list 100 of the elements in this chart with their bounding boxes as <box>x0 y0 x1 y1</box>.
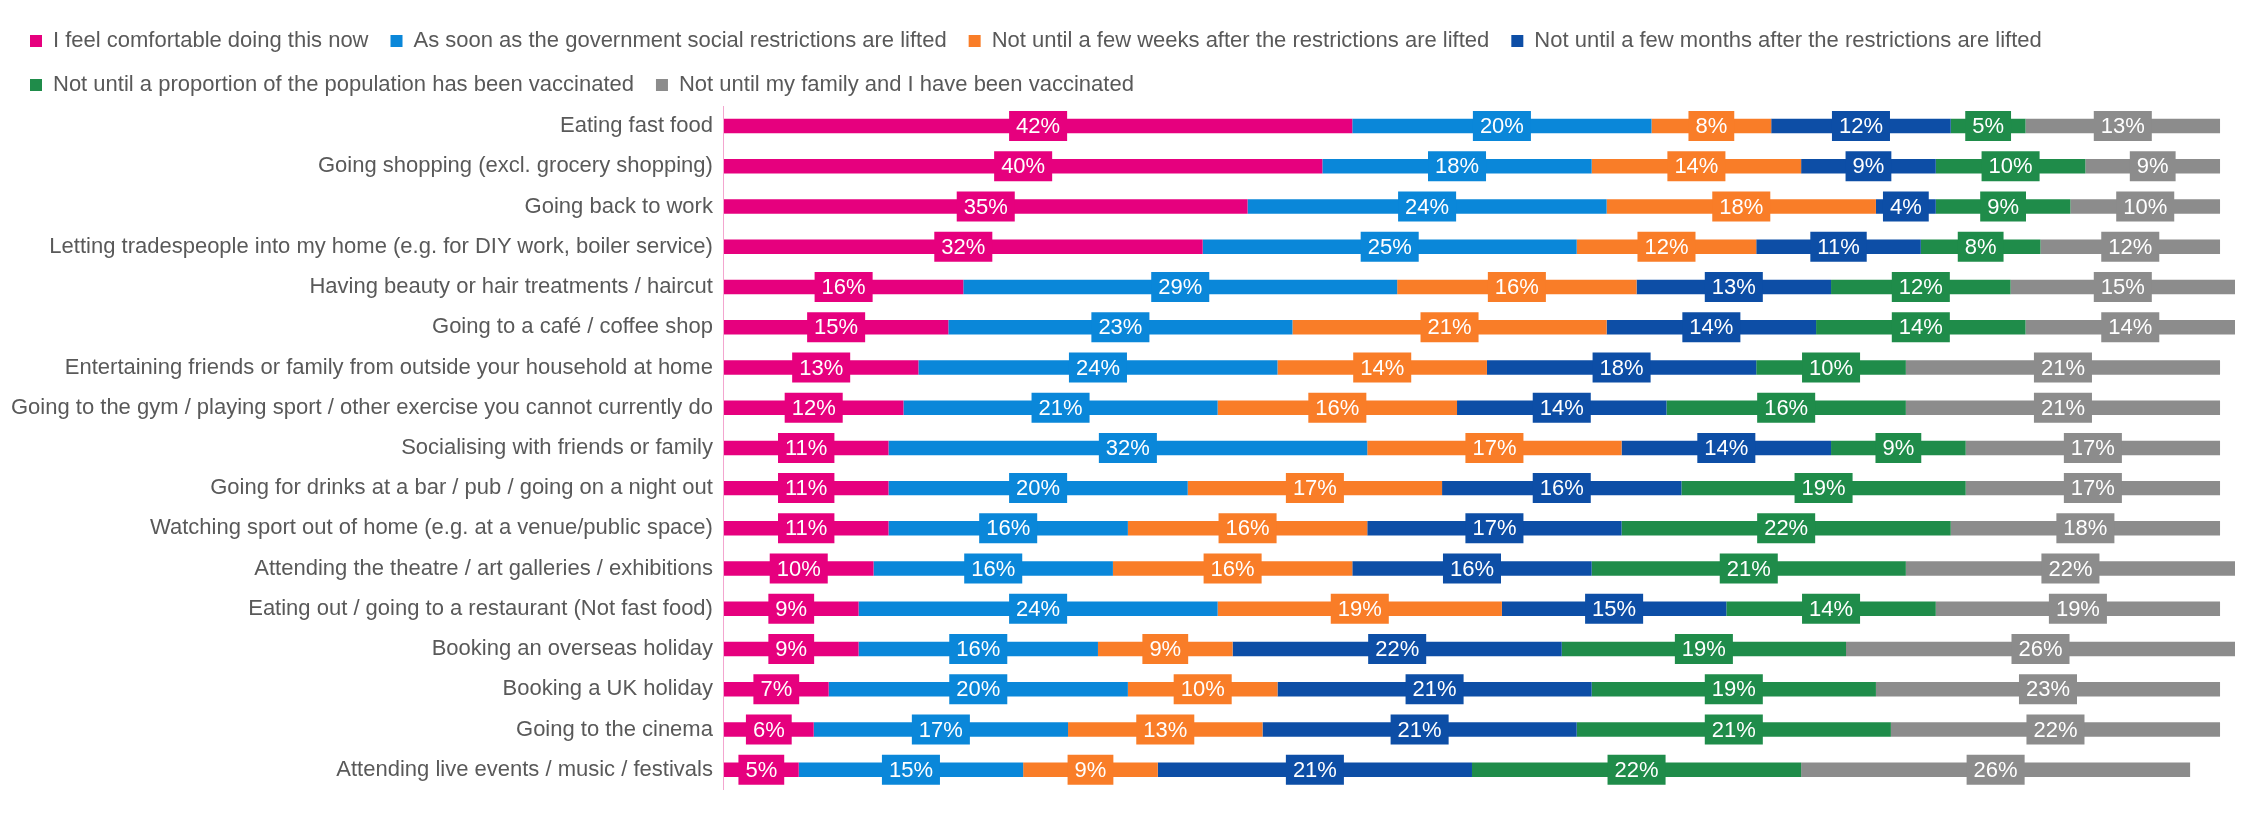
data-label: 21% <box>1397 716 1442 742</box>
data-label: 21% <box>1292 756 1337 782</box>
data-label: 15% <box>2100 274 2145 300</box>
data-label: 32% <box>1105 434 1150 460</box>
legend-label: Not until my family and I have been vaccinated <box>678 71 1134 97</box>
data-label: 20% <box>956 676 1001 702</box>
data-label: 9% <box>1882 434 1915 460</box>
data-label: 26% <box>2018 636 2063 662</box>
data-label: 11% <box>785 434 828 460</box>
y-tick-label: Attending live events / music / festivals <box>336 755 713 781</box>
data-label: 17% <box>918 716 963 742</box>
data-label: 16% <box>956 636 1001 662</box>
data-label: 13% <box>799 354 844 380</box>
data-label: 19% <box>1801 475 1846 501</box>
data-label: 21% <box>1427 314 1472 340</box>
data-label: 16% <box>1494 274 1539 300</box>
data-label: 8% <box>1964 233 1997 259</box>
data-label: 21% <box>2040 394 2085 420</box>
data-label: 13% <box>1143 716 1188 742</box>
data-label: 15% <box>1592 595 1637 621</box>
y-tick-label: Eating out / going to a restaurant (Not fast food) <box>248 594 713 620</box>
data-label: 9% <box>775 636 808 662</box>
data-label: 24% <box>1075 354 1120 380</box>
y-tick-label: Going shopping (excl. grocery shopping) <box>317 152 713 178</box>
data-label: 19% <box>1681 636 1726 662</box>
y-tick-label: Having beauty or hair treatments / haircut <box>309 273 713 299</box>
data-label: 9% <box>1074 756 1107 782</box>
data-label: 10% <box>776 555 821 581</box>
data-label: 40% <box>1001 153 1046 179</box>
data-label: 23% <box>1098 314 1143 340</box>
data-label: 16% <box>1539 475 1584 501</box>
data-label: 14% <box>1689 314 1734 340</box>
legend-label: As soon as the government social restrictions are lifted <box>413 27 947 53</box>
data-label: 16% <box>971 555 1016 581</box>
data-label: 12% <box>1644 233 1689 259</box>
data-label: 7% <box>760 676 793 702</box>
data-label: 14% <box>1809 595 1854 621</box>
data-label: 16% <box>1764 394 1809 420</box>
data-label: 10% <box>1988 153 2033 179</box>
data-label: 21% <box>1038 394 1083 420</box>
data-label: 24% <box>1016 595 1061 621</box>
data-label: 12% <box>2108 233 2153 259</box>
data-label: 17% <box>2070 475 2115 501</box>
data-label: 11% <box>1817 233 1860 259</box>
y-tick-label: Booking a UK holiday <box>502 675 713 701</box>
data-label: 9% <box>775 595 808 621</box>
data-label: 23% <box>2025 676 2071 702</box>
data-label: 8% <box>1695 113 1728 139</box>
data-label: 29% <box>1158 274 1203 300</box>
data-label: 16% <box>986 515 1031 541</box>
data-label: 17% <box>1292 475 1337 501</box>
data-label: 10% <box>2123 193 2168 219</box>
data-label: 20% <box>1016 475 1061 501</box>
legend-label: Not until a proportion of the population has been vaccinated <box>53 71 634 97</box>
data-label: 5% <box>1972 113 2005 139</box>
legend-label: Not until a few months after the restrictions are lifted <box>1534 27 2042 53</box>
data-label: 22% <box>1614 756 1659 782</box>
y-tick-label: Entertaining friends or family from outside your household at home <box>64 353 713 379</box>
data-label: 21% <box>2040 354 2085 380</box>
y-tick-label: Going to the gym / playing sport / other exercise you cannot currently do <box>10 393 713 419</box>
data-label: 18% <box>2063 515 2108 541</box>
data-label: 17% <box>1472 434 1517 460</box>
data-label: 5% <box>745 756 778 782</box>
data-label: 22% <box>2033 716 2078 742</box>
data-label: 14% <box>1704 434 1749 460</box>
data-label: 17% <box>1472 515 1517 541</box>
y-tick-label: Socialising with friends or family <box>401 433 713 459</box>
data-label: 13% <box>1711 274 1756 300</box>
data-label: 18% <box>1719 193 1764 219</box>
y-tick-label: Attending the theatre / art galleries / exhibitions <box>254 554 713 580</box>
data-label: 14% <box>1898 314 1943 340</box>
data-label: 24% <box>1405 193 1450 219</box>
data-label: 11% <box>785 475 828 501</box>
data-label: 16% <box>1449 555 1495 581</box>
data-label: 16% <box>1210 555 1255 581</box>
data-label: 6% <box>752 716 785 742</box>
data-label: 9% <box>1149 636 1182 662</box>
data-label: 15% <box>888 756 933 782</box>
data-label: 9% <box>1852 153 1885 179</box>
data-label: 12% <box>791 394 836 420</box>
data-label: 13% <box>2100 113 2145 139</box>
data-label: 19% <box>1337 595 1382 621</box>
legend-label: Not until a few weeks after the restrictions are lifted <box>991 27 1490 53</box>
data-label: 35% <box>963 193 1008 219</box>
data-label: 14% <box>1539 394 1584 420</box>
data-label: 11% <box>785 515 828 541</box>
data-label: 15% <box>814 314 859 340</box>
data-label: 14% <box>1674 153 1719 179</box>
data-label: 21% <box>1711 716 1756 742</box>
data-label: 9% <box>2136 153 2169 179</box>
y-tick-label: Going to the cinema <box>516 715 714 741</box>
y-tick-label: Going back to work <box>524 192 714 218</box>
data-label: 18% <box>1435 153 1480 179</box>
data-label: 21% <box>1726 555 1771 581</box>
data-label: 12% <box>1838 113 1883 139</box>
data-label: 22% <box>1375 636 1420 662</box>
y-tick-label: Letting tradespeople into my home (e.g. for DIY work, boiler service) <box>49 232 713 258</box>
data-label: 20% <box>1479 113 1524 139</box>
data-label: 21% <box>1412 676 1457 702</box>
data-label: 10% <box>1809 354 1854 380</box>
